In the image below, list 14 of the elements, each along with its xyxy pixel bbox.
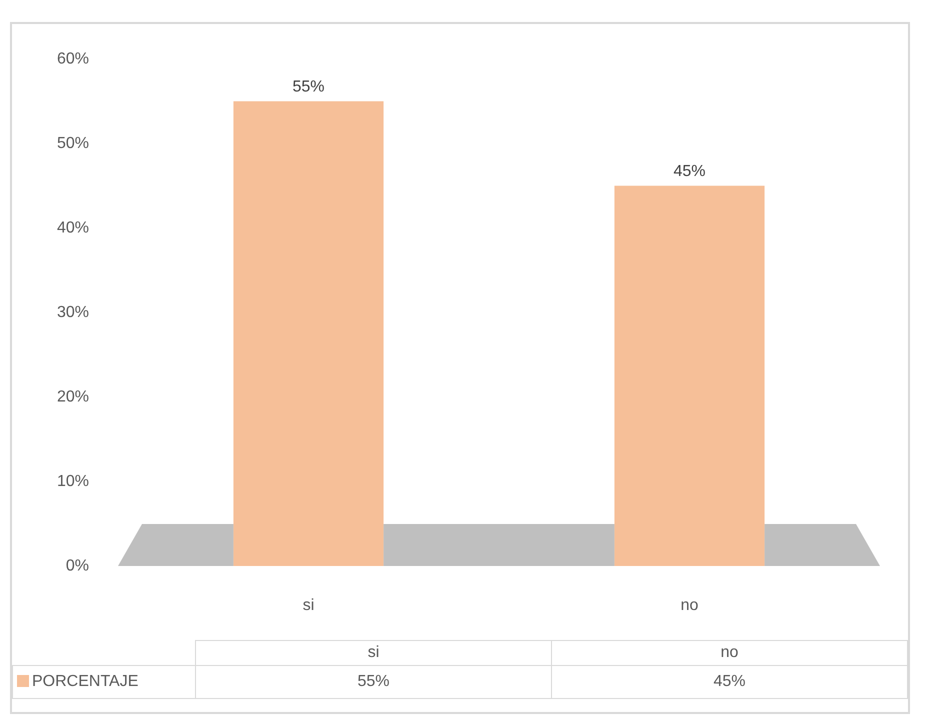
data-label: 45% (552, 666, 908, 698)
category-label: no (720, 644, 738, 661)
data-label: 55% (196, 666, 552, 698)
y-tick-label: 30% (56, 304, 89, 321)
y-tick-label: 10% (56, 472, 89, 490)
y-tick-label: 50% (56, 134, 89, 152)
category-label: si (368, 644, 380, 661)
legend-label: PORCENTAJE (32, 673, 138, 690)
text: 55% (292, 78, 325, 96)
y-tick-label: 0% (66, 557, 89, 574)
y-tick-label: 60% (56, 50, 89, 68)
text: 45% (673, 163, 706, 180)
y-tick-label: 40% (56, 219, 89, 236)
y-tick-label: 20% (56, 388, 89, 406)
